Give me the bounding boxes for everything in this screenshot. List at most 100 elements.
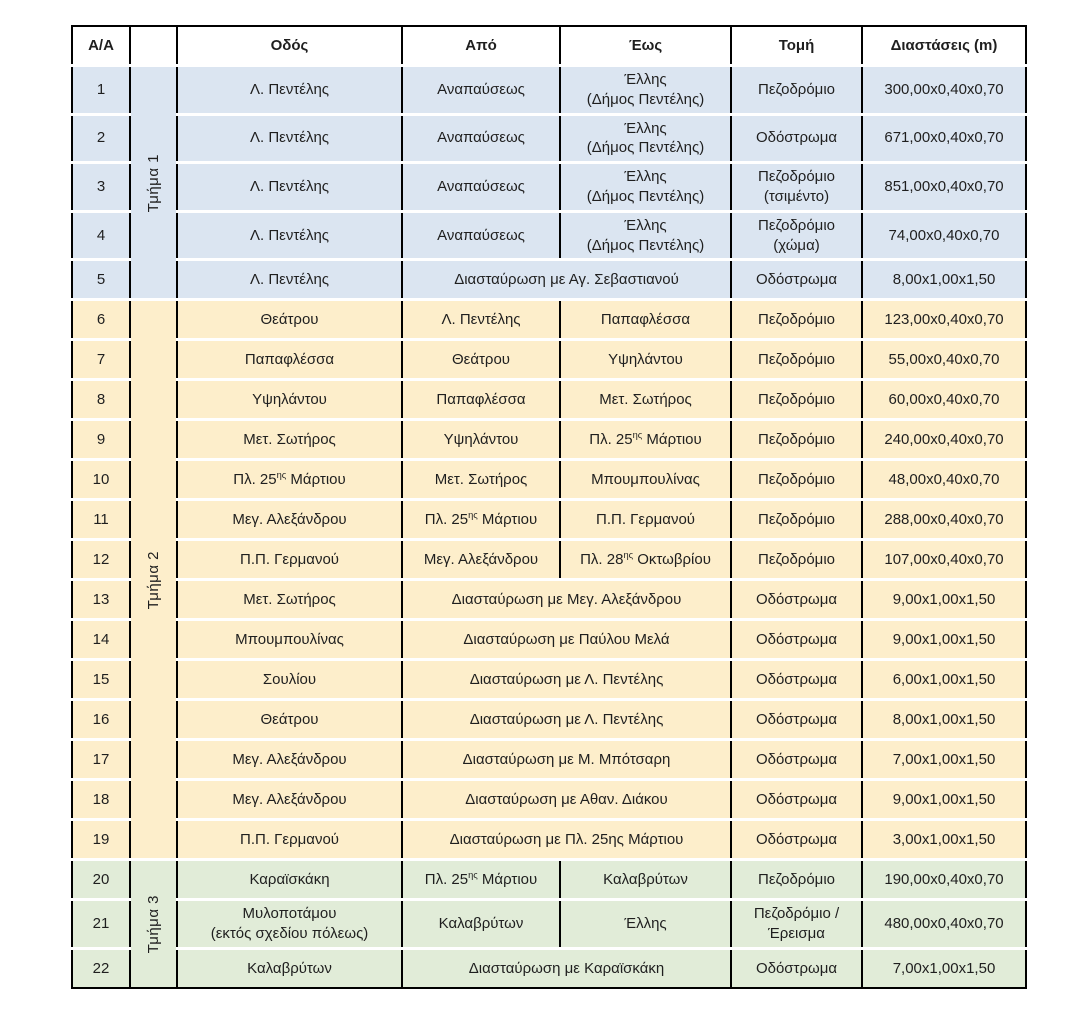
cell-to: Έλλης (Δήμος Πεντέλης) <box>559 161 731 212</box>
cell-to: Π.Π. Γερμανού <box>559 498 731 540</box>
cell-dims: 3,00x1,00x1,50 <box>861 818 1026 860</box>
cell-cut: Οδόστρωμα <box>730 818 862 860</box>
cell-cut: Πεζοδρόμιο <box>730 298 862 340</box>
cell-dims: 6,00x1,00x1,50 <box>861 658 1026 700</box>
table-row: 9 Μετ. Σωτήρος Υψηλάντου Πλ. 25ης Μάρτιου Πε… <box>72 418 1026 460</box>
table-row: 7 Παπαφλέσσα Θεάτρου Υψηλάντου Πεζοδρόμιο 55,… <box>72 338 1026 380</box>
cell-cut: Πεζοδρόμιο <box>730 378 862 420</box>
cell-dims: 48,00x0,40x0,70 <box>861 458 1026 500</box>
table-row: 3 Λ. Πεντέλης Αναπαύσεως Έλλης (Δήμος Πεντέλ… <box>72 161 1026 212</box>
cell-street: Π.Π. Γερμανού <box>176 818 402 860</box>
cell-num: 9 <box>72 418 130 460</box>
cell-num: 10 <box>72 458 130 500</box>
cell-street: Μυλοποτάμου (εκτός σχεδίου πόλεως) <box>176 898 402 949</box>
cell-num: 21 <box>72 898 130 949</box>
cell-cut: Πεζοδρόμιο <box>730 338 862 380</box>
cell-num: 2 <box>72 112 130 163</box>
cell-dims: 9,00x1,00x1,50 <box>861 618 1026 660</box>
cell-from: Αναπαύσεως <box>401 64 560 115</box>
cell-to: Υψηλάντου <box>559 338 731 380</box>
cell-from-to: Διασταύρωση με Λ. Πεντέλης <box>401 658 731 700</box>
cell-dims: 288,00x0,40x0,70 <box>861 498 1026 540</box>
cell-num: 1 <box>72 64 130 115</box>
column-header-section <box>129 26 177 66</box>
cell-to: Παπαφλέσσα <box>559 298 731 340</box>
cell-num: 15 <box>72 658 130 700</box>
cell-from: Παπαφλέσσα <box>401 378 560 420</box>
table-body: 1 Τμήμα 1 Λ. Πεντέλης Αναπαύσεως Έλλης (Δήμος… <box>72 63 1026 988</box>
cell-to: Πλ. 25ης Μάρτιου <box>559 418 731 460</box>
cell-to: Έλλης (Δήμος Πεντέλης) <box>559 112 731 163</box>
cell-cut: Πεζοδρόμιο <box>730 458 862 500</box>
cell-dims: 107,00x0,40x0,70 <box>861 538 1026 580</box>
cell-from-to: Διασταύρωση με Μεγ. Αλεξάνδρου <box>401 578 731 620</box>
section-label: Τμήμα 1 <box>144 153 162 212</box>
cell-street: Θεάτρου <box>176 298 402 340</box>
table-row: 12 Π.Π. Γερμανού Μεγ. Αλεξάνδρου Πλ. 28ης Ο… <box>72 538 1026 580</box>
cell-from-to: Διασταύρωση με Αγ. Σεβαστιανού <box>401 258 731 300</box>
cell-dims: 7,00x1,00x1,50 <box>861 738 1026 780</box>
column-header-cut: Τομή <box>730 26 862 66</box>
cell-dims: 190,00x0,40x0,70 <box>861 858 1026 900</box>
cell-street: Λ. Πεντέλης <box>176 64 402 115</box>
cell-cut: Οδόστρωμα <box>730 946 862 988</box>
table-row: 15 Σουλίου Διασταύρωση με Λ. Πεντέλης Οδόστ… <box>72 658 1026 700</box>
cell-from: Αναπαύσεως <box>401 161 560 212</box>
cell-to: Πλ. 28ης Οκτωβρίου <box>559 538 731 580</box>
cell-num: 17 <box>72 738 130 780</box>
cell-num: 18 <box>72 778 130 820</box>
cell-num: 8 <box>72 378 130 420</box>
cell-dims: 480,00x0,40x0,70 <box>861 898 1026 949</box>
table-row: 11 Μεγ. Αλεξάνδρου Πλ. 25ης Μάρτιου Π.Π. Γε… <box>72 498 1026 540</box>
cell-cut: Πεζοδρόμιο <box>730 858 862 900</box>
cell-dims: 60,00x0,40x0,70 <box>861 378 1026 420</box>
cell-street: Λ. Πεντέλης <box>176 112 402 163</box>
cell-dims: 9,00x1,00x1,50 <box>861 578 1026 620</box>
table-row: 22 Καλαβρύτων Διασταύρωση με Καραϊσκάκη Οδό… <box>72 946 1026 988</box>
cell-num: 3 <box>72 161 130 212</box>
cell-dims: 123,00x0,40x0,70 <box>861 298 1026 340</box>
table-row: 17 Μεγ. Αλεξάνδρου Διασταύρωση με Μ. Μπότσ… <box>72 738 1026 780</box>
cell-to: Καλαβρύτων <box>559 858 731 900</box>
table-row: 10 Πλ. 25ης Μάρτιου Μετ. Σωτήρος Μπουμπουλί… <box>72 458 1026 500</box>
cell-cut: Πεζοδρόμιο <box>730 418 862 460</box>
cell-from-to: Διασταύρωση με Καραϊσκάκη <box>401 946 731 988</box>
cell-cut: Οδόστρωμα <box>730 578 862 620</box>
cell-from-to: Διασταύρωση με Πλ. 25ης Μάρτιου <box>401 818 731 860</box>
cell-from: Καλαβρύτων <box>401 898 560 949</box>
cell-num: 19 <box>72 818 130 860</box>
cell-cut: Πεζοδρόμιο / Έρεισμα <box>730 898 862 949</box>
cell-cut: Οδόστρωμα <box>730 112 862 163</box>
header-row: Α/Α Οδός Από Έως Τομή Διαστάσεις (m) <box>72 26 1026 66</box>
table-row: 8 Υψηλάντου Παπαφλέσσα Μετ. Σωτήρος Πεζοδρόμ… <box>72 378 1026 420</box>
cell-cut: Πεζοδρόμιο <box>730 498 862 540</box>
cell-cut: Οδόστρωμα <box>730 258 862 300</box>
table-header: Α/Α Οδός Από Έως Τομή Διαστάσεις (m) <box>72 26 1026 66</box>
cell-num: 14 <box>72 618 130 660</box>
table-row: 19 Π.Π. Γερμανού Διασταύρωση με Πλ. 25ης Μ… <box>72 818 1026 860</box>
cell-street: Θεάτρου <box>176 698 402 740</box>
table-row: 13 Μετ. Σωτήρος Διασταύρωση με Μεγ. Αλεξάν… <box>72 578 1026 620</box>
table-row: 5 Λ. Πεντέλης Διασταύρωση με Αγ. Σεβαστιαν… <box>72 258 1026 300</box>
cell-cut: Οδόστρωμα <box>730 738 862 780</box>
cell-street: Μετ. Σωτήρος <box>176 578 402 620</box>
cell-street: Μεγ. Αλεξάνδρου <box>176 498 402 540</box>
section-label: Τμήμα 3 <box>144 894 162 954</box>
cell-from: Μεγ. Αλεξάνδρου <box>401 538 560 580</box>
cell-street: Μετ. Σωτήρος <box>176 418 402 460</box>
cell-street: Καραϊσκάκη <box>176 858 402 900</box>
cell-from-to: Διασταύρωση με Αθαν. Διάκου <box>401 778 731 820</box>
cell-from-to: Διασταύρωση με Μ. Μπότσαρη <box>401 738 731 780</box>
column-header-street: Οδός <box>176 26 402 66</box>
cell-to: Έλλης (Δήμος Πεντέλης) <box>559 209 731 260</box>
cell-street: Σουλίου <box>176 658 402 700</box>
cell-to: Έλλης (Δήμος Πεντέλης) <box>559 64 731 115</box>
cell-cut: Οδόστρωμα <box>730 778 862 820</box>
cell-street: Π.Π. Γερμανού <box>176 538 402 580</box>
cell-num: 20 <box>72 858 130 900</box>
cell-street: Λ. Πεντέλης <box>176 209 402 260</box>
cell-street: Πλ. 25ης Μάρτιου <box>176 458 402 500</box>
cell-cut: Πεζοδρόμιο (τσιμέντο) <box>730 161 862 212</box>
table-row: 14 Μπουμπουλίνας Διασταύρωση με Παύλου Μελ… <box>72 618 1026 660</box>
cell-cut: Πεζοδρόμιο (χώμα) <box>730 209 862 260</box>
